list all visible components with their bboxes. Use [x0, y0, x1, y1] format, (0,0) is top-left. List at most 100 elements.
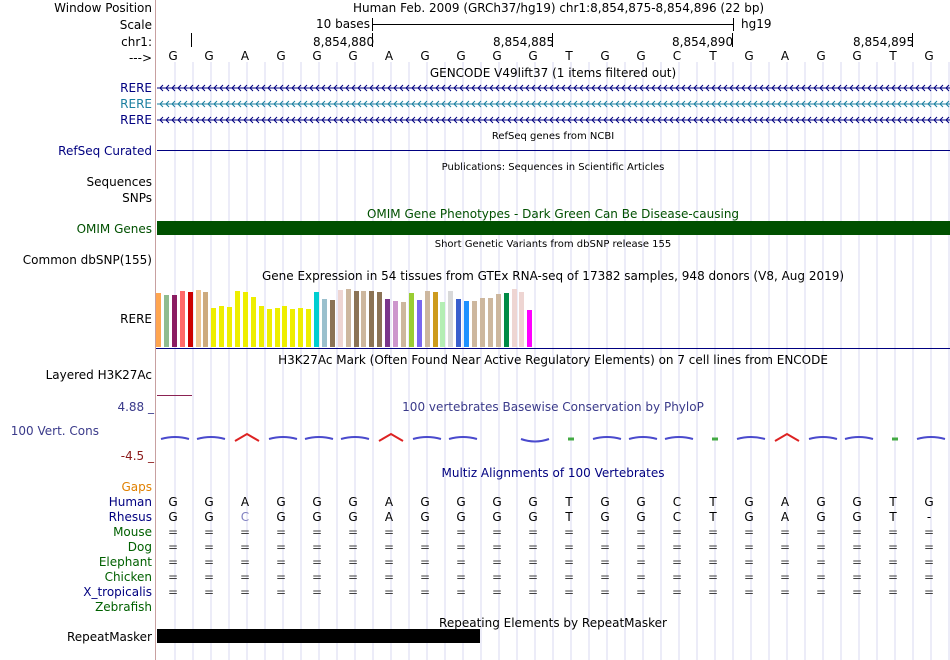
gtex-tissue-bar[interactable] [274, 308, 280, 347]
gtex-expression-chart[interactable] [156, 286, 950, 347]
gtex-tissue-bar[interactable] [495, 294, 501, 347]
alignment-base: = [635, 570, 647, 584]
species-label[interactable]: Chicken [104, 570, 152, 584]
gtex-tissue-bar[interactable] [472, 301, 477, 347]
gtex-tissue-bar[interactable] [511, 289, 517, 347]
gtex-tissue-bar[interactable] [266, 309, 272, 347]
coordinate-label: 8,854,885 [493, 35, 555, 49]
species-label[interactable]: Elephant [98, 555, 152, 569]
gencode-track-label[interactable]: RERE [120, 97, 152, 111]
gtex-tissue-bar[interactable] [195, 290, 201, 347]
gtex-tissue-bar[interactable] [321, 299, 327, 347]
gtex-tissue-bar[interactable] [156, 293, 161, 347]
gtex-tissue-bar[interactable] [314, 292, 319, 347]
alignment-base: = [599, 570, 611, 584]
gtex-tissue-bar[interactable] [258, 306, 264, 347]
species-label[interactable]: Rhesus [108, 510, 152, 524]
gtex-tissue-bar[interactable] [242, 292, 248, 347]
alignment-base: = [383, 540, 395, 554]
species-label[interactable]: Zebrafish [95, 600, 152, 614]
alignment-base: = [491, 585, 503, 599]
species-label[interactable]: Dog [127, 540, 152, 554]
gencode-track-label[interactable]: RERE [120, 113, 152, 127]
publications-sequences-label[interactable]: Sequences [86, 175, 152, 189]
gtex-tissue-bar[interactable] [440, 302, 446, 347]
omim-track-label[interactable]: OMIM Genes [76, 222, 152, 236]
omim-phenotype-band[interactable] [157, 221, 950, 235]
gtex-tissue-bar[interactable] [329, 300, 335, 347]
gtex-tissue-bar[interactable] [345, 289, 351, 347]
gtex-tissue-bar[interactable] [369, 291, 375, 347]
gtex-tissue-bar[interactable] [527, 310, 533, 347]
species-label[interactable]: X_tropicalis [83, 585, 152, 599]
gtex-tissue-bar[interactable] [393, 301, 398, 347]
gencode-track-label[interactable]: RERE [120, 81, 152, 95]
gtex-tissue-bar[interactable] [219, 306, 225, 347]
gtex-track-label[interactable]: RERE [120, 312, 152, 326]
phylop-track-label[interactable]: 100 Vert. Cons [10, 424, 99, 438]
publications-snps-label[interactable]: SNPs [122, 191, 152, 205]
gtex-tissue-bar[interactable] [353, 291, 359, 347]
alignment-base: = [923, 570, 935, 584]
species-label[interactable]: Mouse [113, 525, 152, 539]
gtex-tissue-bar[interactable] [487, 298, 493, 347]
alignment-base: = [743, 540, 755, 554]
gtex-tissue-bar[interactable] [432, 292, 438, 347]
coordinate-label: 8,854,890 [672, 35, 734, 49]
alignment-base: = [635, 540, 647, 554]
species-label[interactable]: Human [108, 495, 152, 509]
gtex-tissue-bar[interactable] [448, 291, 454, 347]
alignment-base: = [527, 540, 539, 554]
alignment-base: = [419, 525, 431, 539]
gtex-tissue-bar[interactable] [163, 295, 169, 347]
alignment-base: G [600, 495, 610, 509]
gtex-tissue-bar[interactable] [203, 292, 209, 347]
gtex-tissue-bar[interactable] [456, 299, 462, 347]
gtex-tissue-bar[interactable] [416, 300, 422, 347]
gtex-tissue-bar[interactable] [290, 309, 296, 347]
gtex-tissue-bar[interactable] [250, 297, 256, 347]
gtex-tissue-bar[interactable] [179, 291, 185, 347]
gtex-tissue-bar[interactable] [503, 293, 509, 347]
gtex-tissue-bar[interactable] [479, 298, 485, 347]
publications-track-title: Publications: Sequences in Scientific Ar… [441, 162, 665, 173]
gtex-tissue-bar[interactable] [306, 309, 312, 347]
sequence-base: G [528, 49, 538, 63]
gtex-tissue-bar[interactable] [171, 295, 177, 347]
multiz-alignment[interactable]: Human G G A G G G A G G G G T G G C T G A G G T G Rhesus G G C G G G A… [0, 495, 950, 615]
gtex-tissue-bar[interactable] [235, 291, 240, 347]
dbsnp-track-label[interactable]: Common dbSNP(155) [22, 253, 152, 267]
gtex-tissue-bar[interactable] [298, 308, 304, 347]
alignment-base: = [527, 555, 539, 569]
gtex-tissue-bar[interactable] [361, 291, 367, 347]
gtex-tissue-bar[interactable] [464, 301, 470, 347]
alignment-base: = [923, 585, 935, 599]
gtex-tissue-bar[interactable] [400, 302, 406, 347]
gtex-tissue-bar[interactable] [187, 292, 193, 347]
alignment-base: = [455, 585, 467, 599]
h3k27ac-track-label[interactable]: Layered H3K27Ac [45, 368, 152, 382]
gtex-tissue-bar[interactable] [519, 292, 525, 347]
phylop-conservation-plot[interactable] [156, 430, 950, 454]
alignment-base: T [709, 495, 717, 509]
repeat-element-block[interactable] [157, 629, 480, 643]
gtex-tissue-bar[interactable] [211, 308, 217, 347]
gtex-tissue-bar[interactable] [424, 291, 430, 347]
gtex-tissue-bar[interactable] [337, 290, 343, 347]
refseq-track-label[interactable]: RefSeq Curated [58, 144, 152, 158]
gtex-tissue-bar[interactable] [385, 299, 391, 347]
gencode-transcripts[interactable] [156, 80, 950, 128]
multiz-gaps-label[interactable]: Gaps [121, 480, 152, 494]
gtex-tissue-bar[interactable] [282, 306, 288, 347]
repeatmasker-track-label[interactable]: RepeatMasker [66, 630, 152, 644]
gtex-tissue-bar[interactable] [408, 293, 414, 347]
gtex-tissue-bar[interactable] [227, 307, 233, 347]
conservation-glyph [304, 436, 334, 440]
sequence-base: G [852, 49, 862, 63]
alignment-base: = [635, 555, 647, 569]
alignment-base: G [636, 495, 646, 509]
gtex-tissue-bar[interactable] [377, 292, 383, 347]
refseq-gene-line[interactable] [157, 150, 950, 151]
